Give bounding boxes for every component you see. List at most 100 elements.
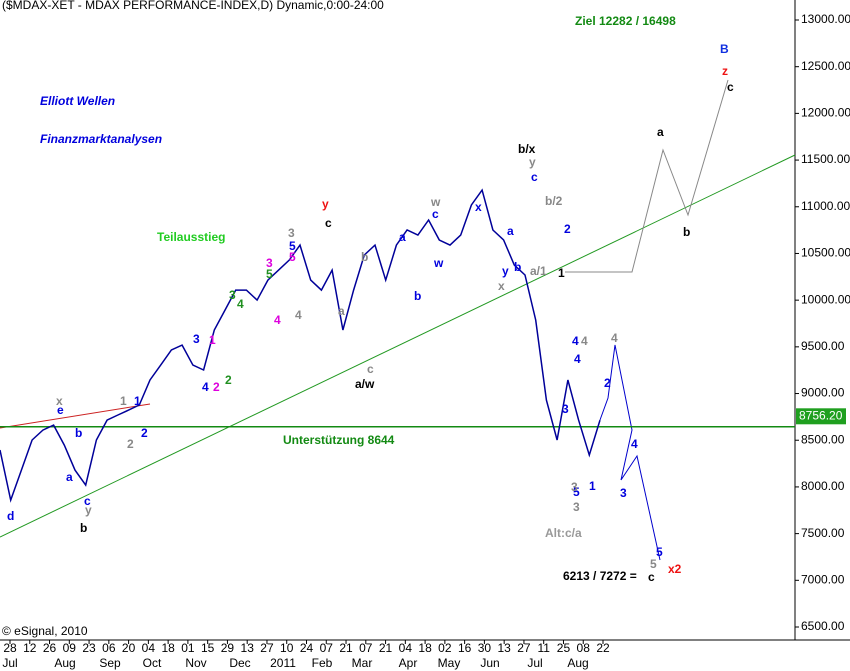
wave-label: Ziel 12282 / 16498 [575,14,676,28]
wave-label: a [66,470,73,484]
wave-label: 3 [229,288,236,302]
y-tick-label: 10500.00 [801,246,850,260]
wave-label: 3 [571,480,578,494]
wave-label: 4 [631,437,638,451]
month-label: Dec [229,656,250,670]
wave-label: z [722,64,728,78]
chart-title: ($MDAX-XET - MDAX PERFORMANCE-INDEX,D) D… [2,0,384,12]
x-tick-label: 16 [458,641,472,655]
x-tick-label: 18 [418,641,432,655]
wave-label: B [720,42,729,56]
x-tick-label: 21 [379,641,393,655]
month-label: Oct [143,656,162,670]
x-tick-label: 06 [102,641,116,655]
y-tick-label: 12500.00 [801,59,850,73]
month-label: Jul [2,656,17,670]
month-label: Jun [480,656,499,670]
wave-label: b [514,260,521,274]
y-tick-label: 8000.00 [801,479,845,493]
wave-label: c [84,494,91,508]
x-tick-label: 04 [142,641,156,655]
wave-label: y [85,503,92,517]
wave-label: 2 [604,376,611,390]
x-tick-label: 04 [399,641,413,655]
wave-label: 3 [620,486,627,500]
wave-label: Alt:c/a [545,526,582,540]
wave-label: 3 [288,226,295,240]
support-label: Unterstützung 8644 [283,433,395,447]
y-tick-label: 13000.00 [801,12,850,26]
x-tick-label: 25 [557,641,571,655]
wave-label: x [56,394,63,408]
x-tick-label: 01 [181,641,195,655]
wave-label: 4 [574,352,581,366]
wave-label: 5 [573,485,580,499]
wave-label: w [433,256,444,270]
y-tick-label: 12000.00 [801,106,850,120]
wave-label: 2 [141,426,148,440]
copyright: © eSignal, 2010 [2,624,88,638]
y-tick-label: 9500.00 [801,339,845,353]
wave-label: a/w [355,377,375,391]
wave-label: 4 [295,308,302,322]
projection-blue [599,344,661,561]
wave-label: a [507,224,514,238]
y-tick-label: 6500.00 [801,619,845,633]
wave-label: b/2 [545,194,563,208]
wave-label: x [498,279,505,293]
wave-label: Finanzmarktanalysen [40,132,162,146]
x-tick-label: 12 [23,641,37,655]
wave-label: y [322,197,329,211]
trend-line [0,154,796,538]
wave-label: x [475,200,482,214]
wave-label: 5 [650,557,657,571]
x-tick-label: 09 [63,641,77,655]
wave-label: w [430,195,441,209]
wave-label: 2 [225,373,232,387]
month-label: Feb [312,656,333,670]
red-trend-line [0,403,151,429]
month-label: May [438,656,461,670]
wave-label: c [325,216,332,230]
wave-label: 3 [573,500,580,514]
wave-label: y [529,155,536,169]
last-price-label: 8756.20 [799,408,843,422]
x-tick-label: 13 [241,641,255,655]
month-label: Jul [527,656,542,670]
wave-label: 1 [134,394,141,408]
wave-label: 3 [266,256,273,270]
wave-label: 2 [564,222,571,236]
y-tick-label: 7000.00 [801,572,845,586]
x-tick-label: 23 [82,641,96,655]
wave-label: d [7,509,14,523]
wave-label: 4 [572,334,579,348]
wave-label: 1 [589,479,596,493]
x-tick-label: 28 [3,641,17,655]
wave-label: c [531,170,538,184]
wave-label: 2 [213,380,220,394]
wave-label: Teilausstieg [157,230,225,244]
month-label: Aug [54,656,75,670]
x-tick-label: 21 [339,641,353,655]
month-label: Mar [352,656,373,670]
x-tick-label: 24 [300,641,314,655]
price-line [0,188,601,503]
y-tick-label: 8500.00 [801,432,845,446]
wave-label: c [367,362,374,376]
wave-label: 1 [120,394,127,408]
wave-label: e [57,403,64,417]
wave-label: a [399,230,406,244]
y-tick-label: 7500.00 [801,526,845,540]
wave-label: c [432,207,439,221]
wave-label: b [80,521,87,535]
x-tick-label: 08 [577,641,591,655]
wave-label: 3 [193,332,200,346]
wave-label: b [361,250,368,264]
last-price-box [796,408,846,425]
wave-label: a [338,304,345,318]
wave-label: 2 [127,437,134,451]
wave-label: b [683,225,690,239]
x-tick-label: 30 [478,641,492,655]
